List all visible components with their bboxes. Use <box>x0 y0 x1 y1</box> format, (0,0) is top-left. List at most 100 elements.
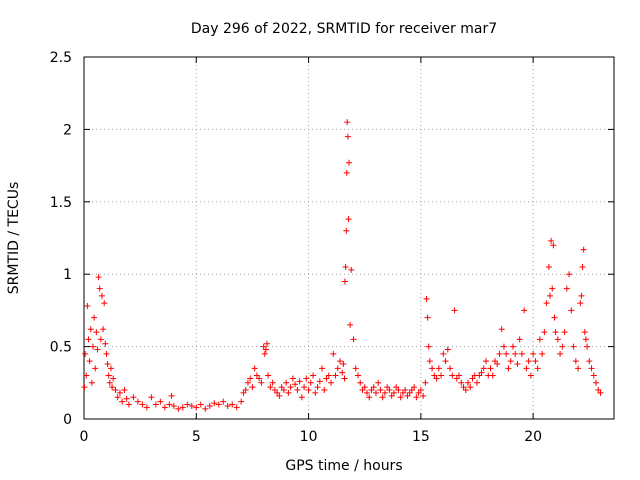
data-point <box>139 401 146 408</box>
data-point <box>193 404 200 411</box>
data-point <box>582 336 589 343</box>
data-point <box>527 372 534 379</box>
data-point <box>545 263 552 270</box>
data-point <box>296 378 303 385</box>
data-point <box>467 384 474 391</box>
data-point <box>104 360 111 367</box>
data-point <box>375 379 382 386</box>
data-point <box>590 372 597 379</box>
data-point <box>292 381 299 388</box>
data-point <box>188 402 195 409</box>
data-point <box>566 271 573 278</box>
data-point <box>496 350 503 357</box>
data-point <box>425 343 432 350</box>
data-point <box>525 358 532 365</box>
data-point <box>106 379 113 386</box>
data-point <box>168 392 175 399</box>
x-tick-label: 15 <box>412 429 430 445</box>
data-point <box>95 274 102 281</box>
data-point <box>298 394 305 401</box>
data-point <box>101 300 108 307</box>
data-point <box>262 346 269 353</box>
data-point <box>546 292 553 299</box>
data-point <box>251 365 258 372</box>
data-point <box>422 379 429 386</box>
data-point <box>92 365 99 372</box>
data-point <box>588 365 595 372</box>
data-point <box>166 401 173 408</box>
data-point <box>89 343 96 350</box>
data-point <box>96 285 103 292</box>
data-point <box>429 365 436 372</box>
data-point <box>411 384 418 391</box>
data-point <box>377 387 384 394</box>
data-point <box>395 387 402 394</box>
data-point <box>442 358 449 365</box>
data-point <box>130 394 137 401</box>
data-point <box>521 307 528 314</box>
data-point <box>447 365 454 372</box>
data-point <box>94 346 101 353</box>
data-point <box>343 227 350 234</box>
data-point <box>341 278 348 285</box>
data-point <box>93 329 100 336</box>
data-point <box>597 389 604 396</box>
x-tick-label: 10 <box>300 429 318 445</box>
data-point <box>363 389 370 396</box>
data-point <box>347 321 354 328</box>
data-point <box>548 237 555 244</box>
data-point <box>84 303 91 310</box>
data-point <box>402 387 409 394</box>
data-point <box>287 384 294 391</box>
data-point <box>85 336 92 343</box>
data-point <box>303 375 310 382</box>
data-point <box>88 379 95 386</box>
data-point <box>557 350 564 357</box>
data-point <box>294 387 301 394</box>
data-point <box>563 285 570 292</box>
data-point <box>102 340 109 347</box>
data-point <box>420 392 427 399</box>
axis-ticks: 0 5 10 15 20 0 0.5 1 1.5 2 2.5 <box>50 50 614 445</box>
data-point <box>119 398 126 405</box>
data-point <box>123 395 130 402</box>
data-point <box>532 358 539 365</box>
data-point <box>264 340 271 347</box>
data-point <box>509 343 516 350</box>
data-point <box>280 387 287 394</box>
x-tick-label: 20 <box>524 429 542 445</box>
data-point <box>220 398 227 405</box>
data-point <box>516 336 523 343</box>
data-point <box>456 372 463 379</box>
data-point <box>110 375 117 382</box>
data-point <box>390 389 397 396</box>
data-point <box>170 402 177 409</box>
data-point <box>482 358 489 365</box>
data-point <box>87 326 94 333</box>
data-point <box>157 398 164 405</box>
x-tick-label: 5 <box>192 429 201 445</box>
data-point <box>498 326 505 333</box>
data-point <box>314 384 321 391</box>
data-point <box>346 159 352 166</box>
grid-lines <box>84 57 614 419</box>
data-point <box>581 329 588 336</box>
y-tick-label: 0.5 <box>50 340 72 356</box>
data-point <box>334 365 341 372</box>
data-point <box>438 372 445 379</box>
data-point <box>465 379 472 386</box>
data-point <box>357 379 364 386</box>
data-point <box>549 285 556 292</box>
data-point <box>100 326 107 333</box>
data-point <box>82 350 89 357</box>
data-point <box>265 372 272 379</box>
data-point <box>372 389 379 396</box>
data-point <box>148 394 155 401</box>
data-point <box>370 384 377 391</box>
data-point <box>83 372 90 379</box>
data-point <box>307 379 314 386</box>
data-points <box>81 119 604 412</box>
data-point <box>350 336 357 343</box>
data-point <box>233 404 240 411</box>
data-point <box>249 384 256 391</box>
